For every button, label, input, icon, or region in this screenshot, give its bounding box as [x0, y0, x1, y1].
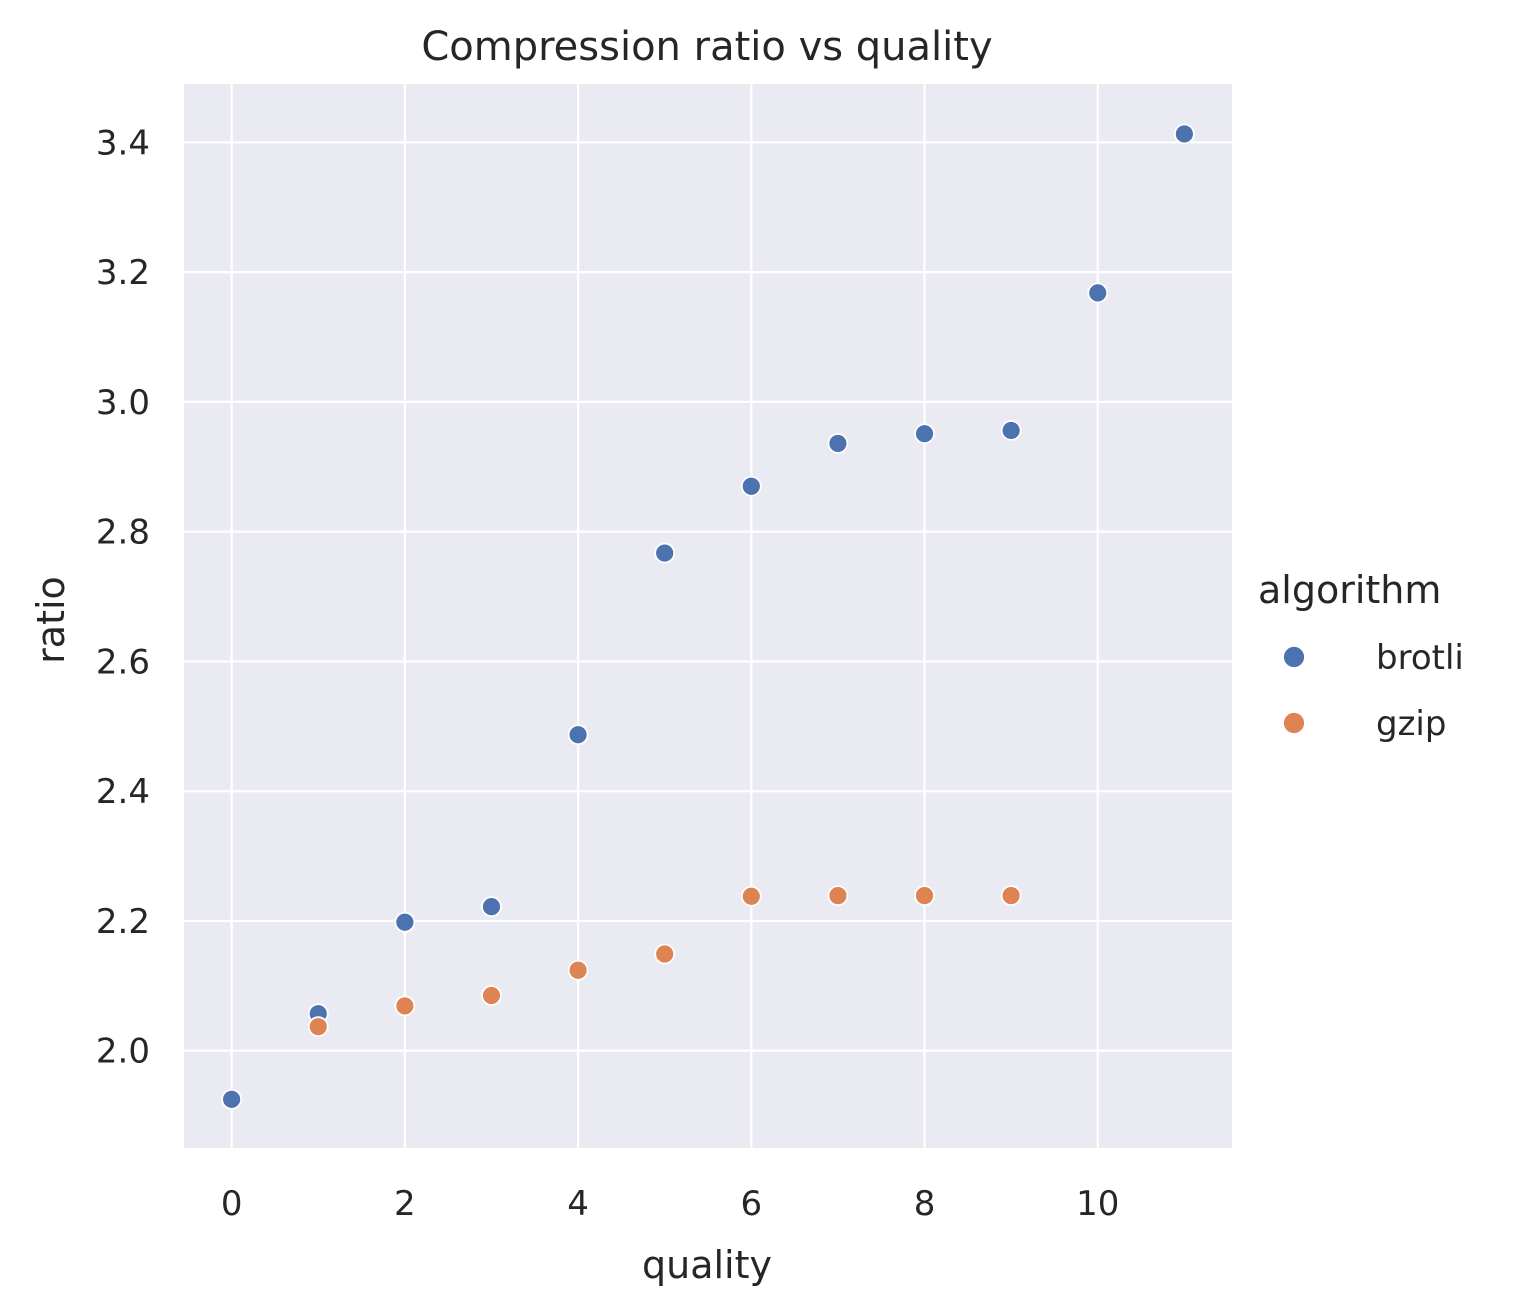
x-tick-label: 4: [567, 1184, 589, 1224]
grid-lines: [184, 84, 1232, 1148]
y-tick-label: 2.6: [96, 642, 150, 682]
data-point-gzip: [481, 985, 502, 1006]
chart-title: Compression ratio vs quality: [421, 24, 992, 70]
legend-title: algorithm: [1258, 568, 1441, 612]
data-point-brotli: [567, 724, 589, 746]
data-point-brotli: [1000, 420, 1022, 441]
data-point-gzip: [654, 943, 676, 965]
legend-marker: [1282, 645, 1306, 669]
data-point-brotli: [481, 896, 502, 918]
legend-item-gzip: gzip: [1282, 704, 1446, 744]
legend-marker: [1282, 711, 1306, 735]
data-point-gzip: [1000, 885, 1022, 907]
y-axis-ticks: 2.0 2.2 2.4 2.6 2.8 3.0 3.2 3.4: [96, 123, 150, 1071]
data-point-gzip: [394, 995, 416, 1017]
data-point-brotli: [827, 433, 849, 454]
data-point-gzip: [914, 885, 935, 907]
x-tick-label: 10: [1076, 1184, 1119, 1224]
legend-label: gzip: [1376, 704, 1446, 744]
x-axis-ticks: 0 2 4 6 8 10: [221, 1184, 1120, 1224]
y-tick-label: 2.8: [96, 513, 150, 553]
data-point-brotli: [914, 423, 935, 445]
x-tick-label: 0: [221, 1184, 243, 1224]
data-point-brotli: [394, 911, 416, 933]
x-tick-label: 2: [394, 1184, 416, 1224]
data-point-brotli: [221, 1088, 243, 1110]
y-tick-label: 3.4: [96, 123, 150, 163]
data-point-gzip: [827, 885, 849, 907]
legend: algorithm brotli gzip: [1258, 568, 1464, 744]
y-tick-label: 2.4: [96, 772, 150, 812]
data-point-brotli: [654, 542, 676, 564]
data-point-gzip: [307, 1016, 329, 1038]
plot-area: [184, 84, 1232, 1148]
data-point-gzip: [740, 885, 762, 907]
data-point-brotli: [1087, 282, 1109, 304]
series-gzip: [307, 885, 1022, 1038]
y-axis-label: ratio: [29, 576, 73, 664]
data-point-brotli: [1173, 123, 1195, 145]
series-brotli: [221, 123, 1195, 1110]
x-tick-label: 6: [740, 1184, 762, 1224]
y-tick-label: 3.2: [96, 253, 150, 293]
y-tick-label: 3.0: [96, 383, 150, 423]
x-axis-label: quality: [642, 1243, 772, 1287]
x-tick-label: 8: [914, 1184, 936, 1224]
legend-label: brotli: [1376, 638, 1464, 678]
data-point-brotli: [740, 475, 762, 497]
y-tick-label: 2.2: [96, 902, 150, 942]
data-point-gzip: [567, 959, 589, 981]
y-tick-label: 2.0: [96, 1032, 150, 1072]
legend-item-brotli: brotli: [1282, 638, 1464, 678]
data-points: [221, 123, 1195, 1110]
